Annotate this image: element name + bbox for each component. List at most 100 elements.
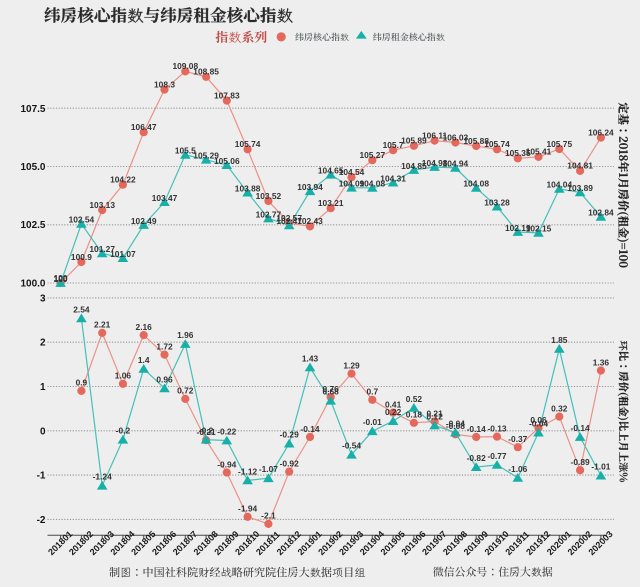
- svg-text:-0.54: -0.54: [342, 441, 361, 451]
- svg-text:104.08: 104.08: [359, 179, 385, 189]
- svg-text:-0.22: -0.22: [217, 427, 236, 437]
- svg-text:104.09: 104.09: [339, 179, 365, 189]
- svg-text:-0.01: -0.01: [363, 417, 382, 427]
- svg-text:0.96: 0.96: [156, 374, 173, 384]
- svg-text:0.18: 0.18: [406, 410, 423, 420]
- svg-text:-0.37: -0.37: [508, 434, 527, 444]
- svg-text:1.72: 1.72: [156, 341, 173, 351]
- svg-text:0.41: 0.41: [385, 399, 402, 409]
- svg-text:104.65: 104.65: [318, 166, 344, 176]
- svg-text:0.06: 0.06: [530, 415, 547, 425]
- svg-text:104.08: 104.08: [463, 179, 489, 189]
- svg-text:103.52: 103.52: [256, 191, 282, 201]
- svg-text:102.54: 102.54: [69, 215, 95, 225]
- svg-text:103.47: 103.47: [152, 193, 178, 203]
- svg-text:-0.82: -0.82: [467, 453, 486, 463]
- svg-text:105.35: 105.35: [505, 148, 531, 158]
- svg-text:102.77: 102.77: [256, 209, 282, 219]
- svg-text:103.88: 103.88: [235, 183, 261, 193]
- svg-text:-0.2: -0.2: [116, 426, 131, 436]
- svg-text:103.21: 103.21: [318, 198, 344, 208]
- svg-text:-1: -1: [37, 471, 46, 482]
- svg-text:2.21: 2.21: [94, 320, 111, 330]
- svg-text:108.85: 108.85: [193, 67, 219, 77]
- svg-text:-0.14: -0.14: [571, 423, 590, 433]
- svg-text:100.9: 100.9: [71, 252, 92, 262]
- svg-text:-0.13: -0.13: [487, 423, 506, 433]
- svg-text:105.06: 105.06: [214, 156, 240, 166]
- svg-text:-0.04: -0.04: [446, 419, 465, 429]
- svg-text:-1.01: -1.01: [591, 462, 610, 472]
- svg-text:103.94: 103.94: [297, 182, 323, 192]
- svg-text:-1.06: -1.06: [508, 464, 527, 474]
- svg-text:105.27: 105.27: [359, 150, 385, 160]
- svg-text:104.81: 104.81: [567, 161, 593, 171]
- svg-text:0: 0: [40, 426, 46, 437]
- svg-text:-1.12: -1.12: [238, 466, 257, 476]
- svg-text:-0.08: -0.08: [446, 421, 465, 431]
- svg-text:103.89: 103.89: [567, 183, 593, 193]
- svg-text:102.47: 102.47: [276, 216, 302, 226]
- svg-text:107.83: 107.83: [214, 90, 240, 100]
- svg-text:-0.92: -0.92: [280, 458, 299, 468]
- svg-text:105.29: 105.29: [193, 151, 219, 161]
- svg-text:-0.89: -0.89: [571, 457, 590, 467]
- svg-text:104.22: 104.22: [110, 175, 136, 185]
- svg-text:-0.2: -0.2: [199, 426, 214, 436]
- svg-text:104.31: 104.31: [380, 173, 406, 183]
- svg-text:-0.14: -0.14: [467, 424, 486, 434]
- svg-text:104.54: 104.54: [339, 167, 365, 177]
- svg-text:0.68: 0.68: [323, 387, 340, 397]
- svg-text:104.85: 104.85: [401, 161, 427, 171]
- svg-text:1.36: 1.36: [593, 357, 610, 367]
- svg-text:1.96: 1.96: [177, 330, 194, 340]
- svg-text:0.7: 0.7: [366, 387, 378, 397]
- svg-text:104.94: 104.94: [443, 159, 469, 169]
- svg-text:108.3: 108.3: [154, 79, 175, 89]
- svg-text:-1.24: -1.24: [93, 472, 112, 482]
- svg-text:0.9: 0.9: [76, 378, 88, 388]
- svg-text:102.15: 102.15: [526, 224, 552, 234]
- svg-text:105.0: 105.0: [20, 162, 45, 173]
- svg-text:104.98: 104.98: [422, 158, 448, 168]
- svg-text:2.16: 2.16: [136, 322, 153, 332]
- svg-text:0.52: 0.52: [406, 394, 423, 404]
- svg-text:105.88: 105.88: [463, 136, 489, 146]
- svg-text:101.27: 101.27: [89, 244, 115, 254]
- svg-text:105.74: 105.74: [484, 139, 510, 149]
- svg-text:-0.21: -0.21: [197, 427, 216, 437]
- svg-text:1.85: 1.85: [551, 335, 568, 345]
- svg-text:-1.07: -1.07: [259, 464, 278, 474]
- svg-text:106.47: 106.47: [131, 122, 157, 132]
- svg-text:0.32: 0.32: [551, 403, 568, 413]
- svg-text:-0.29: -0.29: [280, 430, 299, 440]
- svg-text:1: 1: [40, 382, 46, 393]
- svg-text:105.41: 105.41: [526, 147, 552, 157]
- svg-text:105.89: 105.89: [401, 136, 427, 146]
- svg-text:1.06: 1.06: [115, 371, 132, 381]
- svg-text:104.04: 104.04: [546, 180, 572, 190]
- svg-text:103.13: 103.13: [89, 200, 115, 210]
- svg-text:100: 100: [54, 273, 68, 283]
- svg-text:1.43: 1.43: [302, 353, 319, 363]
- svg-text:105.7: 105.7: [383, 140, 404, 150]
- svg-text:0.76: 0.76: [323, 384, 340, 394]
- svg-text:102.19: 102.19: [505, 223, 531, 233]
- svg-text:107.5: 107.5: [20, 104, 45, 115]
- svg-text:1.29: 1.29: [343, 360, 360, 370]
- svg-text:-0.04: -0.04: [529, 419, 548, 429]
- svg-text:105.75: 105.75: [546, 139, 572, 149]
- svg-text:105.74: 105.74: [235, 139, 261, 149]
- svg-text:-2: -2: [37, 515, 46, 526]
- svg-text:106.11: 106.11: [422, 130, 447, 140]
- svg-text:100.0: 100.0: [20, 279, 45, 290]
- svg-text:109.08: 109.08: [172, 61, 198, 71]
- svg-text:-2.1: -2.1: [261, 511, 276, 521]
- svg-text:102.49: 102.49: [131, 216, 157, 226]
- svg-text:105.5: 105.5: [175, 146, 196, 156]
- svg-text:102.84: 102.84: [588, 208, 614, 218]
- svg-text:0.21: 0.21: [426, 408, 443, 418]
- svg-text:-0.94: -0.94: [217, 459, 236, 469]
- svg-text:102.43: 102.43: [297, 216, 323, 226]
- svg-text:2: 2: [40, 338, 46, 349]
